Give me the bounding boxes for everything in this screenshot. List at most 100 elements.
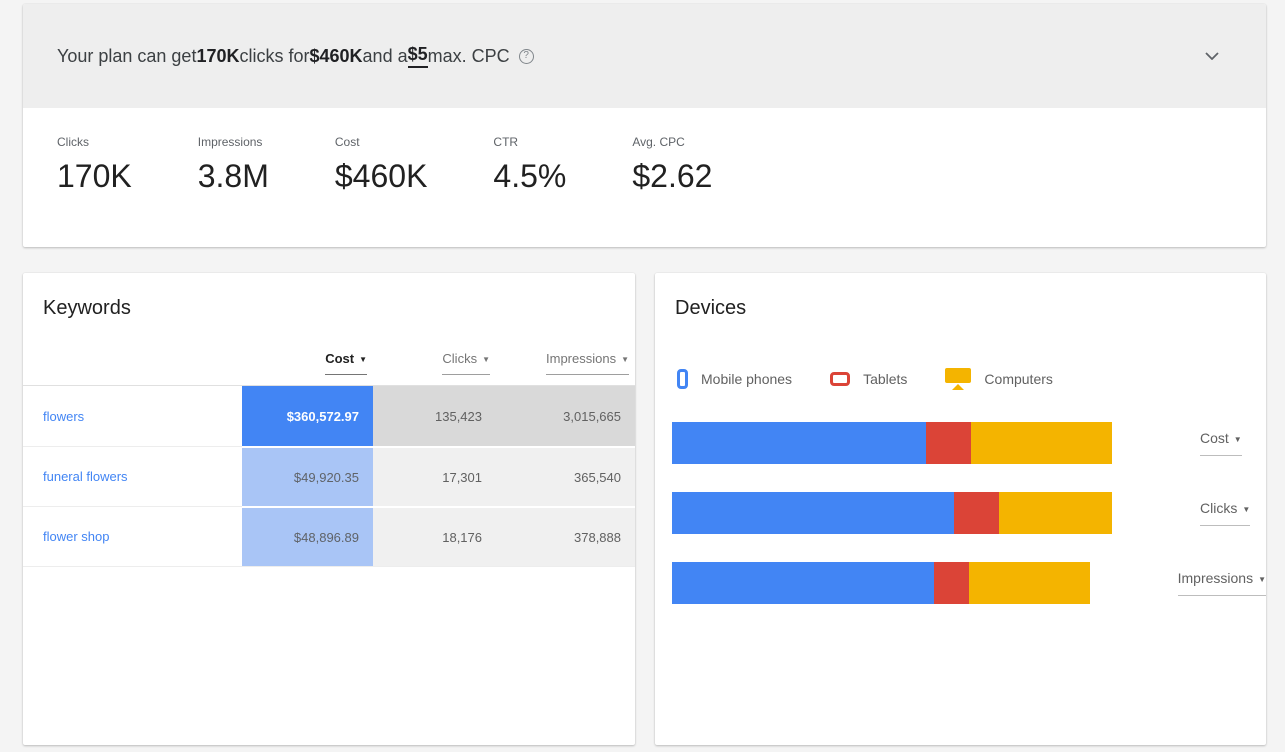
column-header-cost: Cost ▼ bbox=[242, 350, 373, 375]
table-row: flowers $360,572.97 135,423 3,015,665 bbox=[23, 386, 635, 446]
cost-sort-button[interactable]: Cost ▼ bbox=[325, 351, 367, 375]
stacked-bar bbox=[672, 422, 1112, 464]
legend-item-tablets: Tablets bbox=[830, 371, 907, 387]
device-bar-cost: Cost ▼ bbox=[672, 422, 1266, 464]
legend-label: Computers bbox=[984, 371, 1053, 387]
keyword-link[interactable]: funeral flowers bbox=[43, 469, 128, 484]
banner-text-mid1: clicks for bbox=[239, 45, 310, 66]
metric-value: 170K bbox=[57, 158, 132, 194]
clicks-metric-select[interactable]: Clicks ▼ bbox=[1200, 500, 1251, 526]
tablet-segment bbox=[933, 562, 969, 604]
tablet-segment bbox=[925, 422, 971, 464]
column-header-clicks: Clicks ▼ bbox=[373, 350, 496, 375]
legend-item-mobile-phones: Mobile phones bbox=[677, 369, 792, 389]
dropdown-arrow-icon: ▼ bbox=[1258, 575, 1266, 584]
devices-bars: Cost ▼ Clicks ▼ bbox=[655, 422, 1266, 604]
metric-value: 3.8M bbox=[197, 158, 269, 194]
metric-ctr: CTR 4.5% bbox=[493, 135, 566, 195]
legend-label: Tablets bbox=[863, 371, 908, 387]
keyword-link[interactable]: flowers bbox=[43, 408, 85, 424]
cost-cell: $48,896.89 bbox=[242, 506, 373, 566]
mobile-phone-icon bbox=[677, 369, 688, 389]
clicks-cell: 18,176 bbox=[373, 506, 496, 566]
column-label: Cost bbox=[325, 351, 355, 366]
devices-card: Devices Mobile phones Tablets Computers bbox=[655, 273, 1266, 745]
metric-label: Cost bbox=[334, 135, 360, 149]
bar-metric: Impressions ▼ bbox=[1177, 570, 1266, 596]
computer-segment bbox=[970, 422, 1112, 464]
computer-icon bbox=[945, 368, 972, 390]
computer-segment bbox=[968, 562, 1090, 604]
devices-legend: Mobile phones Tablets Computers bbox=[655, 365, 1266, 393]
device-bar-clicks: Clicks ▼ bbox=[672, 492, 1266, 534]
metric-select-label: Impressions bbox=[1177, 570, 1254, 586]
metric-clicks: Clicks 170K bbox=[57, 135, 132, 195]
sort-arrow-icon: ▼ bbox=[621, 355, 629, 364]
impressions-sort-button[interactable]: Impressions ▼ bbox=[546, 351, 629, 375]
keywords-table-body: flowers $360,572.97 135,423 3,015,665 fu… bbox=[23, 386, 635, 567]
computer-screen-shape bbox=[945, 368, 972, 383]
bar-metric: Clicks ▼ bbox=[1200, 500, 1251, 526]
help-icon[interactable]: ? bbox=[518, 48, 534, 64]
device-bar-impressions: Impressions ▼ bbox=[672, 562, 1266, 604]
column-label: Impressions bbox=[546, 351, 617, 366]
metric-cost: Cost $460K bbox=[335, 135, 428, 195]
stacked-bar bbox=[672, 562, 1090, 604]
column-label: Clicks bbox=[442, 351, 478, 366]
keyword-cell: flower shop bbox=[23, 506, 242, 566]
plan-summary-banner[interactable]: Your plan can get 170K clicks for $460K … bbox=[23, 4, 1266, 108]
cost-cell: $360,572.97 bbox=[242, 386, 373, 446]
keyword-cell: funeral flowers bbox=[23, 446, 242, 506]
sort-arrow-icon: ▼ bbox=[482, 355, 490, 364]
devices-card-title: Devices bbox=[675, 297, 747, 319]
metric-value: $460K bbox=[334, 158, 428, 194]
cost-cell: $49,920.35 bbox=[242, 446, 373, 506]
keyword-link[interactable]: flower shop bbox=[43, 529, 110, 544]
legend-item-computers: Computers bbox=[945, 368, 1053, 390]
dropdown-arrow-icon: ▼ bbox=[1233, 435, 1242, 444]
metric-label: Clicks bbox=[57, 135, 89, 149]
computer-segment bbox=[998, 492, 1112, 534]
tablet-icon bbox=[830, 372, 851, 386]
chevron-down-icon bbox=[1205, 52, 1219, 60]
impressions-cell: 365,540 bbox=[496, 446, 635, 506]
banner-text-prefix: Your plan can get bbox=[57, 45, 197, 66]
stacked-bar bbox=[672, 492, 1112, 534]
clicks-sort-button[interactable]: Clicks ▼ bbox=[442, 351, 490, 375]
column-header-keyword bbox=[23, 350, 242, 375]
impressions-cell: 378,888 bbox=[496, 506, 635, 566]
banner-text-suffix: max. CPC bbox=[427, 45, 510, 66]
impressions-cell: 3,015,665 bbox=[496, 386, 635, 446]
collapse-button[interactable] bbox=[1200, 44, 1224, 68]
clicks-cell: 135,423 bbox=[373, 386, 496, 446]
cost-metric-select[interactable]: Cost ▼ bbox=[1200, 430, 1242, 456]
dropdown-arrow-icon: ▼ bbox=[1242, 505, 1251, 514]
mobile-segment bbox=[672, 492, 955, 534]
metric-value: 4.5% bbox=[493, 158, 567, 194]
metric-label: Avg. CPC bbox=[632, 135, 685, 149]
mobile-segment bbox=[672, 422, 926, 464]
sort-arrow-icon: ▼ bbox=[359, 355, 367, 364]
metric-impressions: Impressions 3.8M bbox=[198, 135, 269, 195]
metric-label: Impressions bbox=[197, 135, 263, 149]
metric-avg-cpc: Avg. CPC $2.62 bbox=[632, 135, 712, 195]
impressions-metric-select[interactable]: Impressions ▼ bbox=[1177, 570, 1266, 596]
table-row: flower shop $48,896.89 18,176 378,888 bbox=[23, 506, 635, 566]
keyword-cell: flowers bbox=[23, 386, 242, 446]
metric-select-label: Clicks bbox=[1200, 500, 1238, 516]
mobile-segment bbox=[672, 562, 934, 604]
keywords-card: Keywords Cost ▼ Clicks ▼ Impressions ▼ flow… bbox=[23, 273, 635, 745]
bar-metric: Cost ▼ bbox=[1200, 430, 1242, 456]
keywords-table-header: Cost ▼ Clicks ▼ Impressions ▼ bbox=[23, 350, 635, 386]
banner-clicks-value: 170K bbox=[196, 45, 240, 66]
metric-label: CTR bbox=[493, 135, 519, 149]
table-row: funeral flowers $49,920.35 17,301 365,54… bbox=[23, 446, 635, 506]
metric-value: $2.62 bbox=[632, 158, 713, 194]
banner-cost-value: $460K bbox=[309, 45, 363, 66]
keywords-card-title: Keywords bbox=[43, 297, 131, 319]
banner-text-mid2: and a bbox=[362, 45, 408, 66]
metric-select-label: Cost bbox=[1200, 430, 1229, 446]
tablet-segment bbox=[954, 492, 999, 534]
max-cpc-editable-value[interactable]: $5 bbox=[407, 44, 428, 68]
